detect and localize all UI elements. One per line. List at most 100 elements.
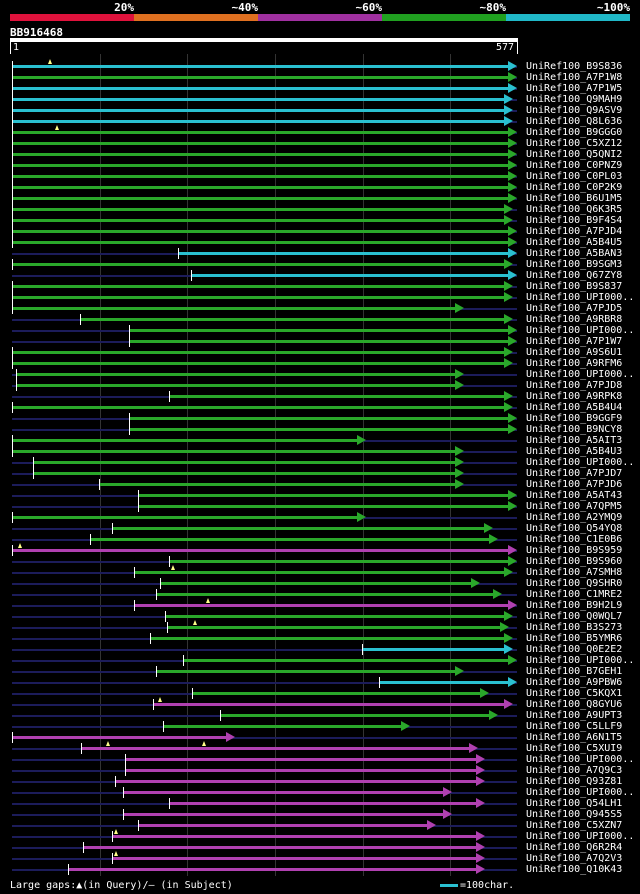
hit-bar[interactable] [12,138,517,149]
hit-label-link[interactable]: UniRef100_A9S6U1 [526,347,623,358]
hit-label-link[interactable]: UniRef100_Q93Z81 [526,776,623,787]
hit-bar[interactable] [12,215,513,226]
hit-label-link[interactable]: UniRef100_A9RPK8 [526,391,623,402]
hit-label-link[interactable]: UniRef100_B9F4S4 [526,215,623,226]
hit-label-link[interactable]: UniRef100_B5YMR6 [526,633,623,644]
hit-bar[interactable] [79,314,513,325]
hit-bar[interactable] [12,303,465,314]
hit-label-link[interactable]: UniRef100_B9GGF9 [526,413,623,424]
hit-label-link[interactable]: UniRef100_A7PJD4 [526,226,623,237]
hit-label-link[interactable]: UniRef100_UPI000.. [526,754,635,765]
hit-label-link[interactable]: UniRef100_A2YMQ9 [526,512,623,523]
hit-label-link[interactable]: UniRef100_A9RBR8 [526,314,623,325]
hit-bar[interactable] [162,721,411,732]
hit-bar[interactable] [177,248,517,259]
hit-bar[interactable] [12,732,235,743]
hit-bar[interactable] [149,633,513,644]
hit-bar[interactable] [12,347,513,358]
hit-label-link[interactable]: UniRef100_B9S837 [526,281,623,292]
hit-bar[interactable] [12,105,513,116]
hit-bar[interactable] [12,543,517,556]
hit-label-link[interactable]: UniRef100_A7PJD8 [526,380,623,391]
hit-bar[interactable] [111,523,494,534]
hit-bar[interactable] [12,292,513,303]
hit-label-link[interactable]: UniRef100_Q8L636 [526,116,623,127]
hit-bar[interactable] [12,237,517,248]
hit-label-link[interactable]: UniRef100_Q67ZY8 [526,270,623,281]
hit-label-link[interactable]: UniRef100_Q54YQ8 [526,523,623,534]
hit-label-link[interactable]: UniRef100_B9GGG0 [526,127,623,138]
hit-label-link[interactable]: UniRef100_A7P1W7 [526,336,623,347]
hit-label-link[interactable]: UniRef100_Q5QNI2 [526,149,623,160]
hit-bar[interactable] [12,435,367,446]
hit-label-link[interactable]: UniRef100_A5AIT3 [526,435,623,446]
hit-bar[interactable] [133,565,513,578]
hit-label-link[interactable]: UniRef100_Q6R2R4 [526,842,623,853]
hit-label-link[interactable]: UniRef100_Q0WQL7 [526,611,623,622]
hit-label-link[interactable]: UniRef100_C5XZ12 [526,138,623,149]
hit-label-link[interactable]: UniRef100_A7PJD7 [526,468,623,479]
hit-label-link[interactable]: UniRef100_Q10K43 [526,864,623,875]
hit-bar[interactable] [153,697,513,710]
hit-label-link[interactable]: UniRef100_A7Q2V3 [526,853,623,864]
hit-bar[interactable] [160,578,481,589]
hit-label-link[interactable]: UniRef100_A6N1T5 [526,732,623,743]
hit-bar[interactable] [12,193,517,204]
hit-bar[interactable] [138,490,517,501]
hit-bar[interactable] [12,204,513,215]
hit-bar[interactable] [12,83,517,94]
hit-label-link[interactable]: UniRef100_A7SMH8 [526,567,623,578]
hit-bar[interactable] [12,182,517,193]
hit-label-link[interactable]: UniRef100_A7Q9C3 [526,765,623,776]
hit-bar[interactable] [12,160,517,171]
hit-label-link[interactable]: UniRef100_C5XZN7 [526,820,623,831]
hit-label-link[interactable]: UniRef100_Q0E2E2 [526,644,623,655]
hit-bar[interactable] [379,677,517,688]
hit-bar[interactable] [33,457,465,468]
hit-bar[interactable] [129,336,517,347]
hit-label-link[interactable]: UniRef100_Q6K3R5 [526,204,623,215]
hit-bar[interactable] [12,281,513,292]
hit-label-link[interactable]: UniRef100_UPI000.. [526,457,635,468]
hit-bar[interactable] [81,741,478,754]
hit-label-link[interactable]: UniRef100_B9NCY8 [526,424,623,435]
hit-label-link[interactable]: UniRef100_Q9SHR0 [526,578,623,589]
hit-bar[interactable] [168,798,485,809]
hit-bar[interactable] [138,820,437,831]
hit-bar[interactable] [12,259,513,270]
hit-bar[interactable] [111,851,485,864]
hit-bar[interactable] [15,380,465,391]
hit-bar[interactable] [15,369,465,380]
hit-bar[interactable] [12,226,517,237]
hit-bar[interactable] [123,809,453,820]
hit-bar[interactable] [133,598,517,611]
hit-bar[interactable] [182,655,517,666]
hit-bar[interactable] [98,479,465,490]
hit-label-link[interactable]: UniRef100_B9H2L9 [526,600,623,611]
hit-bar[interactable] [167,620,510,633]
hit-bar[interactable] [129,413,517,424]
hit-label-link[interactable]: UniRef100_A9PBW6 [526,677,623,688]
hit-label-link[interactable]: UniRef100_UPI000.. [526,292,635,303]
hit-bar[interactable] [125,765,485,776]
hit-bar[interactable] [12,171,517,182]
hit-bar[interactable] [111,829,485,842]
hit-label-link[interactable]: UniRef100_A5BAN3 [526,248,623,259]
hit-bar[interactable] [12,446,465,457]
hit-label-link[interactable]: UniRef100_C0P2K9 [526,182,623,193]
hit-bar[interactable] [12,512,367,523]
hit-label-link[interactable]: UniRef100_C5KQX1 [526,688,623,699]
hit-bar[interactable] [12,72,517,83]
hit-label-link[interactable]: UniRef100_C0PL03 [526,171,623,182]
hit-bar[interactable] [129,424,517,435]
hit-label-link[interactable]: UniRef100_Q945S5 [526,809,623,820]
hit-bar[interactable] [12,402,513,413]
hit-label-link[interactable]: UniRef100_C5LLF9 [526,721,623,732]
hit-bar[interactable] [12,59,517,72]
hit-label-link[interactable]: UniRef100_A9UPT3 [526,710,623,721]
hit-bar[interactable] [164,611,513,622]
hit-label-link[interactable]: UniRef100_C0PNZ9 [526,160,623,171]
hit-bar[interactable] [129,325,517,336]
hit-bar[interactable] [12,94,513,105]
hit-label-link[interactable]: UniRef100_A7PJD5 [526,303,623,314]
